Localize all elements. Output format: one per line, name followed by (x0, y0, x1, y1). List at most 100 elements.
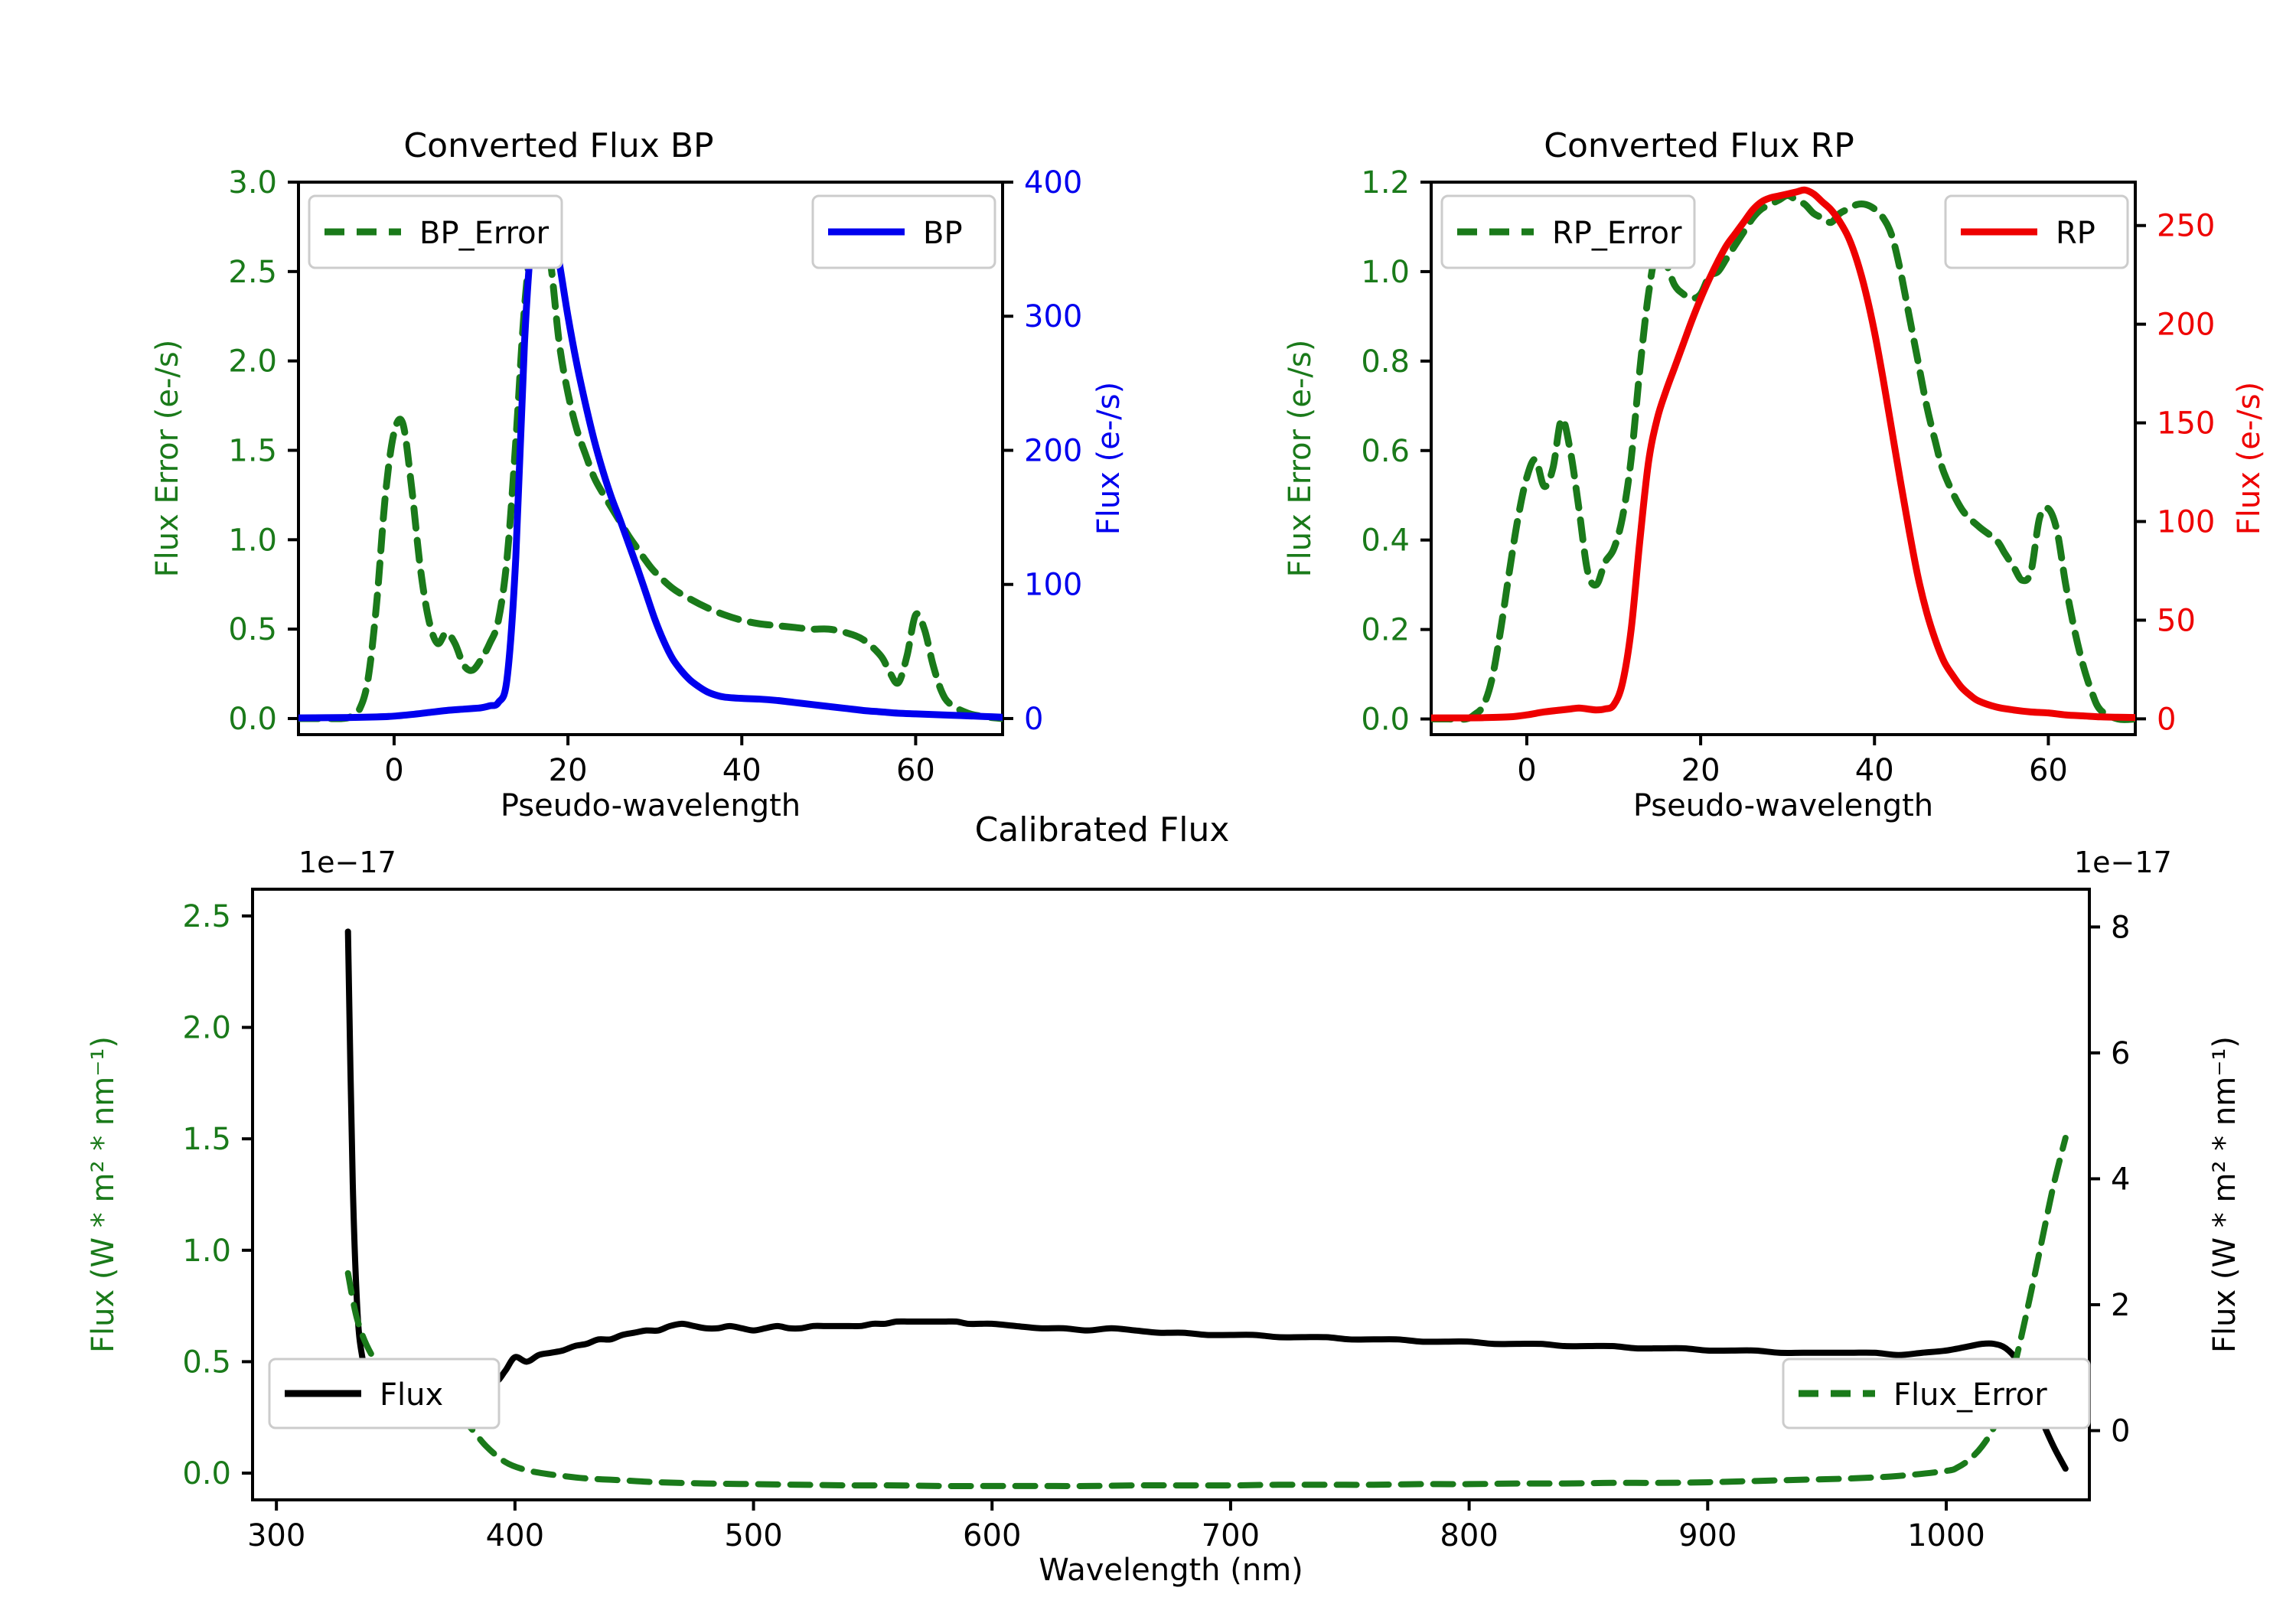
calibrated-legend-flux[interactable]: Flux (268, 1358, 501, 1429)
x-tick-label: 900 (1678, 1518, 1737, 1553)
calibrated-tick-labels: 300 400 500 600 700 800 900 1000 0.0 0.5 1.0 1.5 2.0… (182, 899, 2130, 1553)
y-tick-label-right: 200 (2157, 308, 2215, 343)
y-tick-label-right: 50 (2157, 603, 2196, 638)
y-tick-label-right: 150 (2157, 406, 2215, 442)
calibrated-legend-flux-label: Flux (380, 1377, 443, 1413)
x-tick-label: 40 (722, 753, 762, 788)
y-tick-label-left: 1.0 (182, 1234, 231, 1269)
y-tick-label-left: 0.6 (1361, 434, 1410, 469)
rp-legend-rp[interactable]: RP (1944, 194, 2129, 269)
y-tick-label-left: 0.0 (228, 702, 277, 737)
x-tick-label: 40 (1855, 753, 1894, 788)
y-tick-label-right: 400 (1024, 165, 1082, 200)
x-tick-label: 60 (2029, 753, 2068, 788)
y-tick-label-right: 4 (2111, 1162, 2130, 1197)
rp-right-axis-label: Flux (e-/s) (2232, 382, 2267, 535)
y-tick-label-right: 100 (1024, 568, 1082, 603)
rp-legend-error-label: RP_Error (1552, 216, 1682, 251)
y-tick-label-right: 250 (2157, 209, 2215, 244)
calibrated-left-axis-label: Flux (W * m² * nm⁻¹) (86, 1036, 121, 1353)
series-line-rp (1431, 186, 2135, 722)
bp-plot-svg: Converted Flux BP 0 20 40 60 0.0 0.5 1.0 1.5 2.0… (150, 126, 1127, 823)
bp-axes-frame (297, 181, 1004, 736)
y-tick-label-right: 6 (2111, 1036, 2130, 1071)
bp-legend-error-label: BP_Error (419, 216, 550, 251)
x-tick-label: 1000 (1907, 1518, 1985, 1553)
y-tick-label-left: 0.5 (182, 1345, 231, 1380)
y-tick-label-left: 0.0 (182, 1456, 231, 1491)
y-tick-label-right: 0 (2157, 702, 2176, 737)
bp-title-group: Converted Flux BP (403, 126, 713, 165)
x-tick-label: 0 (384, 753, 403, 788)
y-tick-label-left: 2.5 (182, 899, 231, 934)
calibrated-panel-title: Calibrated Flux (975, 810, 1230, 849)
panel-converted-flux-bp: Converted Flux BP 0 20 40 60 0.0 0.5 1.0 1.5 2.0… (0, 0, 1148, 842)
bp-legend-bp-label: BP (923, 216, 963, 251)
calibrated-right-exponent: 1e−17 (2074, 846, 2172, 879)
bp-left-axis-label: Flux Error (e-/s) (150, 340, 185, 578)
panel-converted-flux-rp: Converted Flux RP 0 20 40 60 0.0 0.2 0.4 0.6 0.8… (1148, 0, 2296, 842)
x-tick-label: 60 (896, 753, 935, 788)
bp-legend-error-box (308, 194, 563, 269)
y-tick-label-left: 2.0 (182, 1011, 231, 1046)
y-tick-label-left: 2.5 (228, 255, 277, 290)
rp-legend-rp-label: RP (2056, 216, 2095, 251)
bp-panel-title: Converted Flux BP (403, 126, 713, 165)
x-tick-label: 20 (1681, 753, 1720, 788)
calibrated-left-exponent: 1e−17 (298, 846, 396, 879)
bp-tick-marks (288, 181, 1013, 745)
series-line-bp_error (298, 212, 1003, 722)
x-tick-label: 800 (1440, 1518, 1498, 1553)
series-line-bp (298, 198, 1003, 722)
y-tick-label-left: 1.2 (1361, 165, 1410, 200)
y-tick-label-left: 1.0 (228, 523, 277, 558)
calibrated-legend-flux-box (268, 1358, 501, 1429)
y-tick-label-left: 1.0 (1361, 255, 1410, 290)
rp-panel-title: Converted Flux RP (1544, 126, 1854, 165)
panel-calibrated-flux: Calibrated Flux 1e−17 1e−17 300 400 500 600… (0, 810, 2296, 1607)
rp-left-axis-label: Flux Error (e-/s) (1283, 340, 1318, 578)
y-tick-label-right: 300 (1024, 299, 1082, 334)
calibrated-axes-frame (251, 888, 2091, 1501)
x-tick-label: 400 (486, 1518, 544, 1553)
rp-axes-frame (1430, 181, 2137, 736)
bp-tick-labels: 0 20 40 60 0.0 0.5 1.0 1.5 2.0 2.5 3.0 0 100 200 300 40… (228, 165, 1082, 788)
y-tick-label-left: 1.5 (182, 1122, 231, 1157)
bp-legend-bp[interactable]: BP (811, 194, 996, 269)
rp-tick-marks (1420, 181, 2146, 745)
rp-tick-labels: 0 20 40 60 0.0 0.2 0.4 0.6 0.8 1.0 1.2 0 50 100 150 200… (1361, 165, 2215, 788)
x-tick-label: 500 (724, 1518, 782, 1553)
y-tick-label-left: 3.0 (228, 165, 277, 200)
y-tick-label-left: 0.0 (1361, 702, 1410, 738)
rp-x-axis-label: Pseudo-wavelength (1633, 788, 1933, 823)
y-tick-label-right: 8 (2111, 910, 2130, 945)
calibrated-legend-flux-error-box (1782, 1358, 2091, 1429)
calibrated-plot-svg: Calibrated Flux 1e−17 1e−17 300 400 500 600… (86, 810, 2242, 1588)
series-line-rp_error (1431, 192, 2135, 723)
y-tick-label-left: 1.5 (228, 433, 277, 468)
rp-plot-svg: Converted Flux RP 0 20 40 60 0.0 0.2 0.4 0.6 0.8… (1283, 126, 2267, 823)
rp-data-curves (1431, 186, 2135, 723)
x-tick-label: 700 (1202, 1518, 1260, 1553)
x-tick-label: 300 (247, 1518, 305, 1553)
rp-legend-error[interactable]: RP_Error (1440, 194, 1696, 269)
y-tick-label-left: 0.2 (1361, 613, 1410, 648)
calibrated-legend-flux-error-label: Flux_Error (1893, 1377, 2047, 1413)
y-tick-label-right: 100 (2157, 505, 2215, 540)
bp-legend-error[interactable]: BP_Error (308, 194, 563, 269)
calibrated-right-axis-label: Flux (W * m² * nm⁻¹) (2207, 1036, 2242, 1353)
y-tick-label-right: 2 (2111, 1288, 2130, 1323)
rp-legend-error-box (1440, 194, 1696, 269)
x-tick-label: 20 (549, 753, 588, 788)
y-tick-label-left: 0.8 (1361, 344, 1410, 380)
series-line-flux_error (344, 1134, 2069, 1489)
y-tick-label-left: 2.0 (228, 344, 277, 380)
y-tick-label-right: 200 (1024, 433, 1082, 468)
x-tick-label: 0 (1517, 753, 1536, 788)
y-tick-label-right: 0 (1024, 702, 1043, 737)
calibrated-x-axis-label: Wavelength (nm) (1039, 1553, 1303, 1588)
y-tick-label-left: 0.4 (1361, 523, 1410, 559)
calibrated-legend-flux-error[interactable]: Flux_Error (1782, 1358, 2091, 1429)
calibrated-tick-marks (242, 914, 2100, 1511)
